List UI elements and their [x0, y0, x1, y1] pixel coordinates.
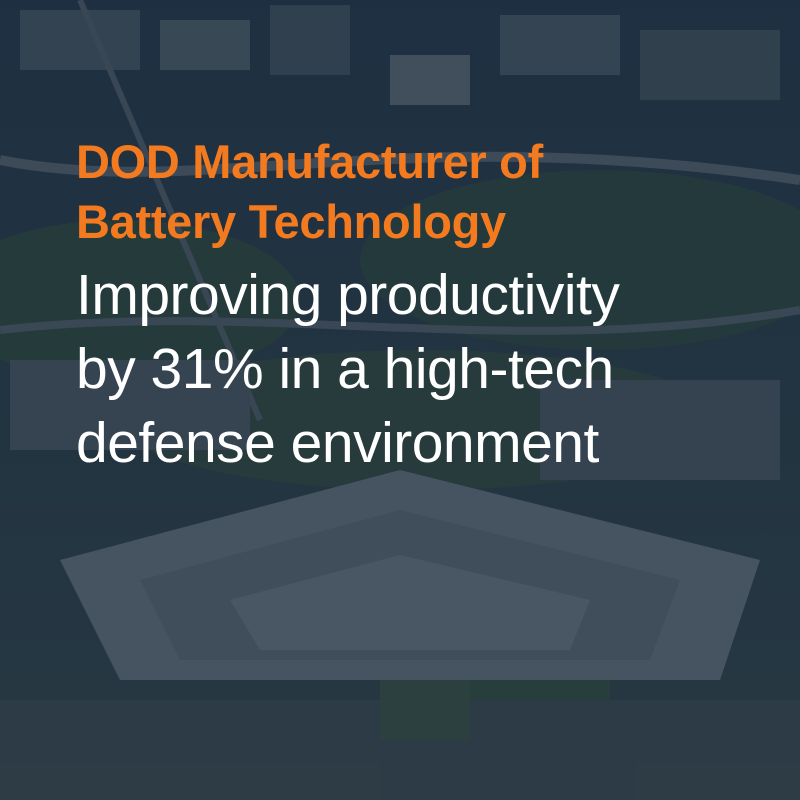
subhead-line: Improving productivity [76, 263, 620, 327]
headline-line: DOD Manufacturer of [76, 135, 543, 188]
subhead: Improving productivity by 31% in a high-… [76, 258, 766, 480]
headline-line: Battery Technology [76, 195, 506, 248]
headline: DOD Manufacturer of Battery Technology [76, 132, 766, 252]
subhead-line: by 31% in a high-tech [76, 337, 614, 401]
subhead-line: defense environment [76, 411, 599, 475]
hero-text: DOD Manufacturer of Battery Technology I… [76, 132, 766, 480]
